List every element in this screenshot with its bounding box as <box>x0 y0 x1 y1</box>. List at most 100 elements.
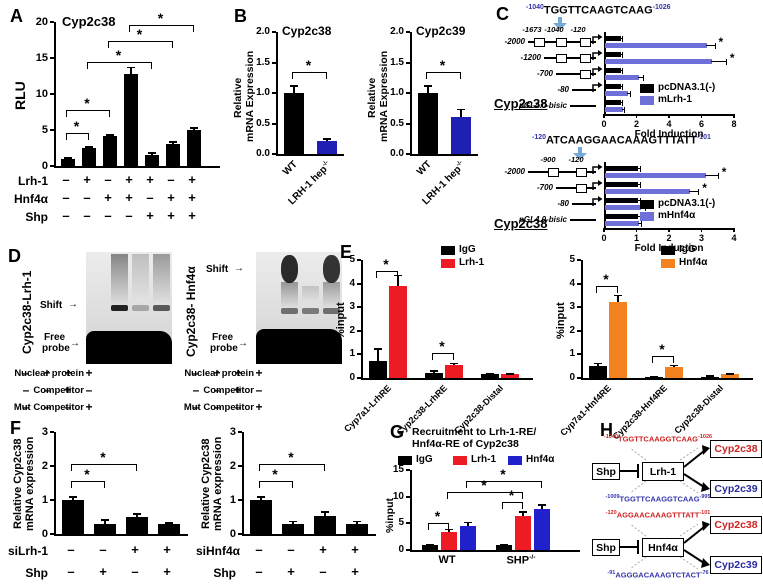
error-bar <box>636 168 640 169</box>
y-tick-label: 5 <box>349 254 355 265</box>
condition-sign: – <box>99 542 107 557</box>
error-bar <box>620 70 622 71</box>
bar <box>389 285 407 378</box>
condition-sign: + <box>167 190 175 205</box>
legend-label: Hnf4α <box>679 257 708 268</box>
error-cap <box>101 519 109 521</box>
y-tick-label: 10 <box>392 490 404 502</box>
gel1-label: Cyp2c38-Lrh-1 <box>20 270 34 354</box>
probe-label: probe <box>210 343 238 354</box>
sig-asterisk: * <box>157 9 164 26</box>
promoter-line <box>570 105 596 107</box>
error-cap <box>698 188 700 195</box>
sig-bracket <box>426 71 461 79</box>
condition-sign: + <box>255 366 263 380</box>
cyp2c38-box: Cyp2c38 <box>710 516 762 534</box>
hnf4a-re-sequence: -120AGGAACAAAGTTTATT-101 <box>605 510 711 520</box>
plot-area <box>242 432 376 536</box>
gel2-label: Cyp2c38- Hnf4α <box>184 266 198 358</box>
panel-c-gene2: Cyp2c38 <box>494 216 548 231</box>
bar <box>605 75 640 80</box>
y-tick <box>272 61 276 64</box>
y-tick <box>238 499 242 501</box>
bar <box>645 376 663 378</box>
promoter-line <box>528 171 596 173</box>
condition-sign: – <box>192 400 200 414</box>
bar <box>605 84 622 89</box>
sig-bracket <box>87 62 152 70</box>
error-cap <box>621 67 623 74</box>
panel-a-letter: A <box>10 6 23 26</box>
sig-asterisk: * <box>434 508 441 525</box>
gel1-conditions: Nuclear protein – + + + Competitor – – + – Mut Com… <box>6 366 172 422</box>
y-tick-label: 3 <box>41 426 48 438</box>
condition-sign: + <box>83 172 91 187</box>
x-tick <box>635 114 637 118</box>
y-tick <box>577 259 581 261</box>
y-tick <box>357 282 361 285</box>
panel-d-letter: D <box>8 246 21 266</box>
y-tick <box>50 431 54 433</box>
sig-asterisk: * <box>100 449 106 466</box>
pathway-lines <box>619 521 710 570</box>
tss-arrow-icon <box>591 31 603 44</box>
y-tick <box>50 21 54 23</box>
legend-label: IgG <box>679 244 696 255</box>
panel-e: E %input 0 1 2 3 4 5 * * Cyp7a1-LrhRE Cyp2c38-Lrh… <box>333 242 763 441</box>
emsa-gel-hnf4a <box>256 252 342 364</box>
error-cap <box>169 141 177 143</box>
bar <box>158 524 180 534</box>
error-bar <box>427 85 429 93</box>
condition-sign: – <box>287 542 295 557</box>
panel-c-gene1: Cyp2c38 <box>494 96 548 111</box>
y-tick-label: 4 <box>569 277 575 289</box>
arrow-icon: → <box>70 338 80 349</box>
y-tick <box>577 306 581 309</box>
condition-sign: – <box>104 172 112 187</box>
y-tick-label: 1 <box>229 494 236 506</box>
error-bar <box>136 513 138 517</box>
x-tick-label: 0 <box>601 233 607 243</box>
y-tick-label: 0 <box>41 528 48 540</box>
legend-swatch <box>640 84 654 93</box>
error-cap <box>374 348 382 350</box>
condition-name: siLrh-1 <box>8 544 49 558</box>
y-tick-label: 0.0 <box>256 148 270 159</box>
y-tick <box>577 353 581 356</box>
legend-swatch <box>640 212 654 221</box>
legend-label: pcDNA3.1(-) <box>658 198 716 209</box>
x-tick-label: WT <box>281 159 300 178</box>
y-tick-label: 1.5 <box>390 56 404 68</box>
construct-label: -700 <box>536 183 553 192</box>
panel-a: A Cyp2c38 RLU 0 5 10 15 20 * * * * * Lrh-1– + – + + – + H… <box>8 6 224 244</box>
y-tick <box>50 533 54 535</box>
panel-b-title2: Cyp2c39 <box>416 24 466 38</box>
x-tick <box>733 228 735 232</box>
seq-body: ATCAAGGAACAAAGTTTATT <box>546 134 697 147</box>
sig-bracket <box>71 481 105 489</box>
panel-c-chart1: 0 2 4 6 8 Fold Induction * -2000 * -1200 -700 -80 pG… <box>492 25 762 144</box>
bar <box>605 205 641 210</box>
error-bar <box>467 522 469 526</box>
promoter-line <box>572 89 596 91</box>
y-tick-label: 2 <box>229 460 236 472</box>
condition-sign: + <box>188 172 196 187</box>
condition-sign: + <box>104 190 112 205</box>
tss-arrow-icon <box>591 79 603 92</box>
y-tick <box>50 165 54 167</box>
construct-label: -1200 <box>520 53 541 62</box>
bar <box>145 155 159 166</box>
x-tick-label: 0 <box>601 119 607 129</box>
bar <box>605 52 622 57</box>
panel-g-chart: 0 5 10 15 * * * * WT SHP-/- IgG Lrh-1 Hnf4α <box>384 454 590 584</box>
bar <box>94 523 116 534</box>
error-cap <box>538 504 546 506</box>
sig-bracket <box>652 355 674 363</box>
y-tick-label: 0 <box>569 372 575 383</box>
y-tick <box>577 329 581 332</box>
y-tick-label: 0.5 <box>256 117 270 129</box>
response-element-box <box>579 54 591 63</box>
y-axis <box>604 32 606 114</box>
error-cap <box>614 294 622 297</box>
condition-sign: – <box>62 190 70 205</box>
